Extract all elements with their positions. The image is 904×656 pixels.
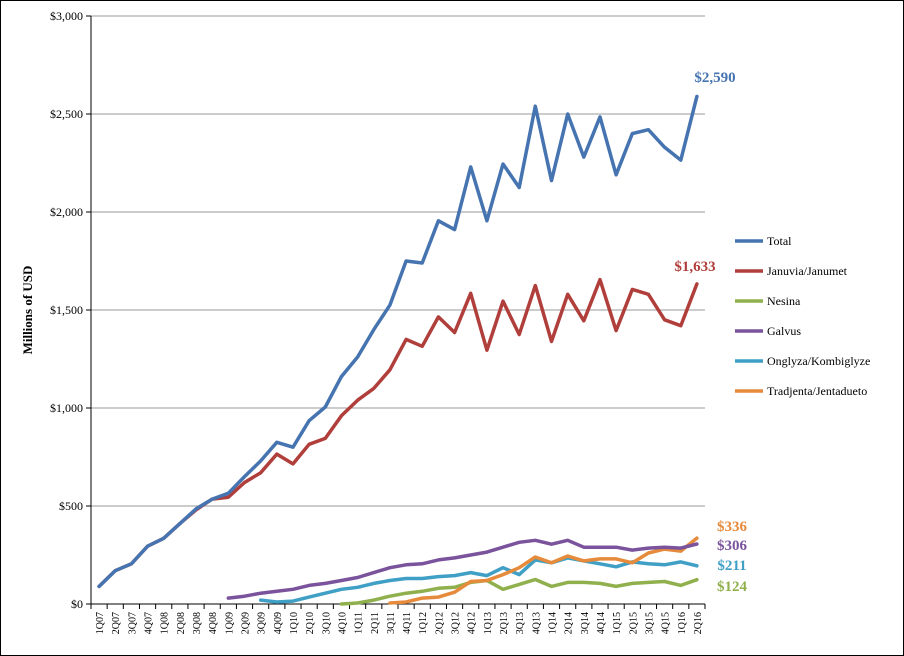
x-tick-label: 3Q13 — [515, 612, 526, 634]
x-tick-label: 4Q13 — [531, 612, 542, 634]
x-tick-label: 1Q16 — [677, 612, 688, 634]
x-tick-label: 4Q07 — [144, 612, 155, 634]
y-tick-label: $2,000 — [50, 205, 83, 219]
x-tick-label: 3Q12 — [451, 612, 462, 634]
legend-entry: Total — [767, 234, 792, 248]
x-tick-label: 1Q12 — [418, 612, 429, 634]
x-tick-label: 4Q08 — [208, 612, 219, 634]
x-tick-label: 4Q12 — [467, 612, 478, 634]
x-tick-label: 1Q13 — [483, 612, 494, 634]
y-tick-label: $0 — [71, 597, 83, 611]
x-tick-label: 3Q07 — [127, 612, 138, 634]
series-line-nesina — [339, 577, 699, 606]
x-tick-label: 4Q10 — [337, 612, 348, 634]
x-tick-label: 4Q09 — [273, 612, 284, 634]
x-tick-label: 2Q15 — [628, 612, 639, 634]
x-tick-label: 1Q08 — [160, 612, 171, 634]
end-label-galvus: $306 — [717, 538, 748, 554]
x-tick-label: 1Q09 — [224, 612, 235, 634]
legend-entry: Januvia/Janumet — [767, 264, 848, 278]
x-tick-label: 1Q10 — [289, 612, 300, 634]
x-tick-label: 3Q10 — [321, 612, 332, 634]
y-tick-label: $3,000 — [50, 9, 83, 23]
x-tick-label: 1Q11 — [354, 612, 365, 634]
x-tick-label: 2Q13 — [499, 612, 510, 634]
x-tick-label: 4Q11 — [402, 612, 413, 634]
legend-entry: Galvus — [767, 324, 801, 338]
x-tick-label: 2Q11 — [370, 612, 381, 634]
legend-entry: Tradjenta/Jentadueto — [767, 384, 867, 398]
y-tick-label: $500 — [59, 499, 83, 513]
series-line-galvus — [226, 538, 699, 600]
y-tick-label: $1,500 — [50, 303, 83, 317]
x-tick-label: 2Q09 — [241, 612, 252, 634]
series-line-januvia-janumet — [97, 277, 699, 589]
x-tick-label: 2Q16 — [693, 612, 704, 634]
y-axis-label: Millions of USD — [20, 266, 35, 355]
series-line-tradjenta-jentadueto — [388, 536, 699, 605]
x-tick-label: 4Q15 — [661, 612, 672, 634]
y-tick-label: $1,000 — [50, 401, 83, 415]
x-tick-label: 3Q09 — [257, 612, 268, 634]
end-label-tradjenta-jentadueto: $336 — [717, 519, 748, 535]
end-label-total: $2,590 — [694, 70, 735, 86]
legend-entry: Onglyza/Kombiglyze — [767, 354, 870, 368]
end-label-nesina: $124 — [717, 579, 748, 595]
x-tick-label: 2Q08 — [176, 612, 187, 634]
x-tick-label: 4Q14 — [596, 612, 607, 634]
x-tick-label: 1Q07 — [95, 612, 106, 634]
series-line-onglyza-kombiglyze — [258, 556, 699, 604]
x-tick-label: 1Q15 — [612, 612, 623, 634]
series-line-total — [97, 94, 699, 589]
x-tick-label: 2Q14 — [564, 612, 575, 634]
end-label-januvia-janumet: $1,633 — [674, 259, 715, 275]
x-tick-label: 2Q07 — [111, 612, 122, 634]
x-tick-label: 3Q08 — [192, 612, 203, 634]
end-label-onglyza-kombiglyze: $211 — [717, 558, 746, 574]
legend-entry: Nesina — [767, 294, 801, 308]
x-tick-label: 2Q10 — [305, 612, 316, 634]
y-tick-label: $2,500 — [50, 107, 83, 121]
x-tick-label: 1Q14 — [548, 612, 559, 634]
x-tick-label: 3Q11 — [386, 612, 397, 634]
x-tick-label: 3Q14 — [580, 612, 591, 634]
x-tick-label: 2Q12 — [434, 612, 445, 634]
x-tick-label: 3Q15 — [644, 612, 655, 634]
